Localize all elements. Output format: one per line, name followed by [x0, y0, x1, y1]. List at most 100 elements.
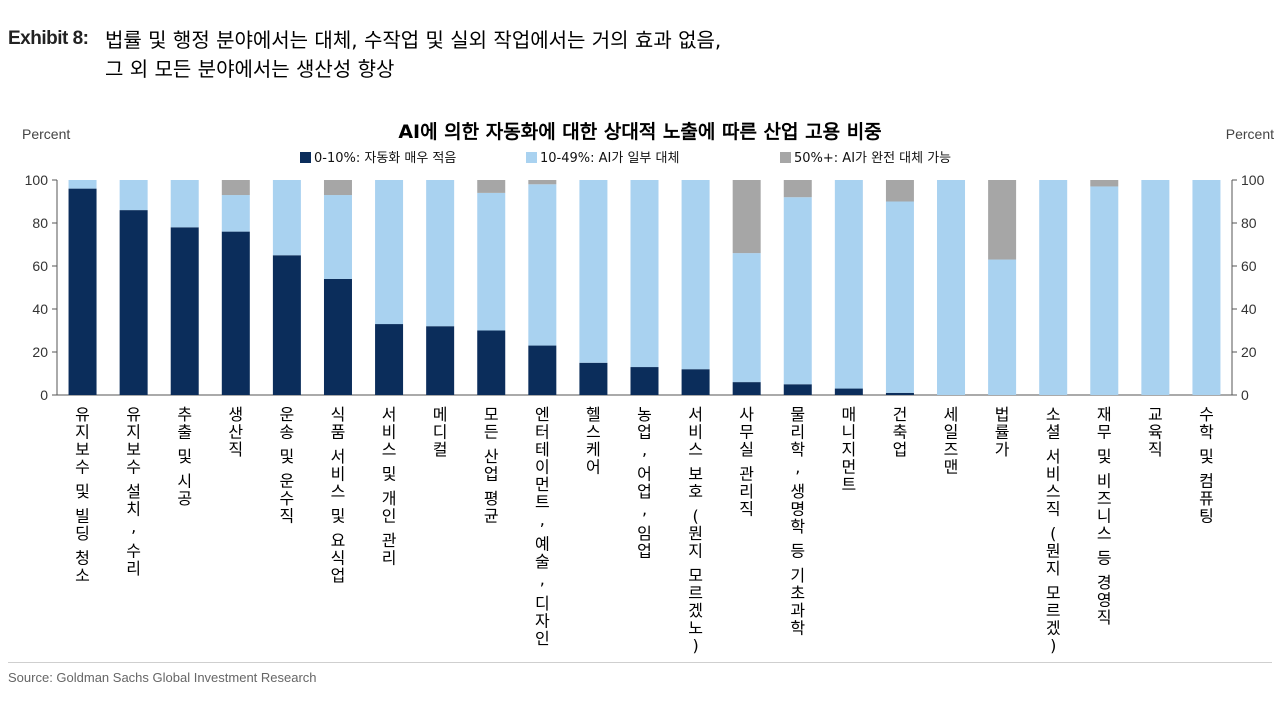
bar-segment-high — [988, 180, 1017, 260]
bar-segment-mid — [988, 259, 1017, 395]
bar-segment-mid — [1039, 180, 1068, 395]
bar-segment-mid — [170, 180, 199, 228]
bar-segment-low — [426, 326, 455, 395]
legend: 0-10%: 자동화 매우 적음 10-49%: AI가 일부 대체 50%+: A… — [300, 151, 951, 166]
bar-segment-mid — [426, 180, 455, 327]
bar-segment-low — [221, 231, 250, 395]
headline-line-1: 법률 및 행정 분야에서는 대체, 수작업 및 실외 작업에서는 거의 효과 없… — [105, 28, 722, 52]
legend-swatch-mid — [526, 152, 537, 163]
bar-segment-mid — [783, 197, 812, 385]
legend-swatch-high — [780, 152, 791, 163]
y-ticks: 0 0 20 20 40 40 60 60 80 80 100 100 — [25, 172, 1265, 403]
y-tick-label-right: 20 — [1241, 344, 1257, 360]
y-tick-label-left: 100 — [25, 172, 49, 188]
y-tick-label-left: 80 — [32, 215, 48, 231]
legend-swatch-low — [300, 152, 311, 163]
bar-segment-high — [732, 180, 761, 254]
bar-segment-mid — [885, 201, 914, 393]
bar-segment-low — [477, 330, 506, 395]
y-tick-label-right: 60 — [1241, 258, 1257, 274]
bar-segment-mid — [375, 180, 404, 325]
y-tick-label-right: 80 — [1241, 215, 1257, 231]
bar-segment-low — [323, 278, 352, 395]
bar-segment-low — [681, 369, 710, 395]
bar-segment-mid — [528, 184, 557, 346]
y-tick-label-left: 0 — [40, 387, 48, 403]
bar-segment-low — [528, 345, 557, 395]
bar-segment-high — [783, 180, 812, 198]
bar-segment-mid — [681, 180, 710, 370]
bar-segment-high — [528, 180, 557, 185]
bar-segment-low — [579, 362, 608, 395]
chart-title: AI에 의한 자동화에 대한 상대적 노출에 따른 산업 고용 비중 — [398, 121, 881, 143]
exhibit-label: Exhibit 8: — [8, 28, 89, 49]
bars — [68, 180, 1221, 395]
bar-segment-mid — [834, 180, 863, 389]
bar-segment-low — [885, 392, 914, 395]
bar-segment-mid — [221, 195, 250, 232]
source-note: Source: Goldman Sachs Global Investment … — [8, 670, 317, 685]
bar-segment-low — [630, 367, 659, 395]
y-tick-label-left: 40 — [32, 301, 48, 317]
y-tick-label-left: 60 — [32, 258, 48, 274]
bar-segment-low — [170, 227, 199, 395]
bar-segment-mid — [1090, 186, 1119, 395]
bar-segment-high — [477, 180, 506, 193]
bar-segment-mid — [477, 192, 506, 331]
bar-segment-mid — [630, 180, 659, 368]
footer-divider — [8, 662, 1272, 663]
bar-segment-low — [783, 384, 812, 395]
y-tick-label-right: 0 — [1241, 387, 1249, 403]
bar-segment-high — [885, 180, 914, 202]
headline-line-2: 그 외 모든 분야에서는 생산성 향상 — [105, 57, 395, 81]
bar-segment-mid — [1192, 180, 1221, 395]
bar-segment-low — [732, 382, 761, 395]
bar-segment-mid — [1141, 180, 1170, 395]
y-tick-label-right: 100 — [1241, 172, 1265, 188]
y-axis-left-unit: Percent — [22, 126, 70, 142]
bar-segment-low — [834, 388, 863, 395]
bar-segment-high — [1090, 180, 1119, 187]
bar-segment-high — [221, 180, 250, 196]
bar-segment-mid — [68, 180, 97, 189]
legend-label-low: 0-10%: 자동화 매우 적음 — [314, 151, 456, 166]
bar-segment-mid — [732, 253, 761, 383]
bar-segment-low — [68, 188, 97, 395]
bar-segment-low — [119, 210, 148, 395]
y-axis-right-unit: Percent — [1226, 126, 1274, 142]
bar-segment-low — [375, 324, 404, 395]
bar-segment-high — [323, 180, 352, 196]
bar-segment-low — [272, 255, 301, 395]
bar-segment-mid — [323, 195, 352, 279]
bar-segment-mid — [579, 180, 608, 363]
legend-label-high: 50%+: AI가 완전 대체 가능 — [794, 151, 951, 166]
bar-segment-mid — [272, 180, 301, 256]
bar-segment-mid — [119, 180, 148, 211]
y-tick-label-left: 20 — [32, 344, 48, 360]
bar-segment-mid — [937, 180, 966, 395]
legend-label-mid: 10-49%: AI가 일부 대체 — [540, 151, 679, 166]
